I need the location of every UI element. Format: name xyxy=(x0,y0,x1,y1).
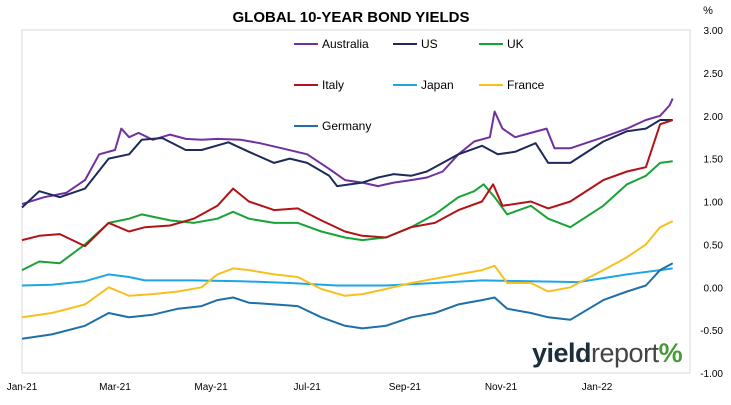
logo-percent-icon: % xyxy=(658,338,683,368)
legend-label-australia: Australia xyxy=(322,37,369,51)
series-line-germany xyxy=(21,262,674,340)
x-tick-label: Mar-21 xyxy=(99,382,131,393)
legend-label-italy: Italy xyxy=(322,78,344,92)
series-line-italy xyxy=(21,119,674,248)
series-line-australia xyxy=(21,98,674,206)
logo-report-text: report xyxy=(591,338,659,368)
series-line-uk xyxy=(21,160,673,271)
y-tick-label: 2.50 xyxy=(704,69,724,80)
chart-title: GLOBAL 10-YEAR BOND YIELDS xyxy=(233,9,470,26)
y-tick-label: 1.00 xyxy=(704,198,724,209)
x-tick-label: Sep-21 xyxy=(389,382,422,393)
logo-yield-text: yield xyxy=(532,338,592,368)
y-tick-label: -1.00 xyxy=(700,369,723,380)
series-layer xyxy=(21,98,674,340)
x-tick-label: Jan-22 xyxy=(582,382,613,393)
legend-label-us: US xyxy=(421,37,438,51)
legend-label-uk: UK xyxy=(507,37,524,51)
y-tick-label: 1.50 xyxy=(704,155,724,166)
series-line-france xyxy=(21,220,674,319)
yieldreport-logo: yieldreport% xyxy=(532,338,683,368)
series-line-us xyxy=(21,119,673,209)
y-axis: 3.00 2.50 2.00 1.50 1.00 0.50 0.00 -0.50 -1.00 xyxy=(700,26,723,380)
y-tick-label: 3.00 xyxy=(704,26,724,37)
x-axis: Jan-21 Mar-21 May-21 Jul-21 Sep-21 Nov-21 Jan-… xyxy=(7,382,613,393)
y-tick-label: 0.00 xyxy=(704,283,724,294)
legend-label-france: France xyxy=(507,78,545,92)
plot-area-frame xyxy=(21,29,691,374)
y-tick-label: 2.00 xyxy=(704,112,724,123)
legend: Australia US UK Italy Japan France Germany xyxy=(294,37,545,133)
legend-label-japan: Japan xyxy=(421,78,454,92)
legend-label-germany: Germany xyxy=(322,119,371,133)
x-tick-label: Jan-21 xyxy=(7,382,38,393)
y-axis-unit-label: % xyxy=(703,5,713,17)
x-tick-label: Jul-21 xyxy=(294,382,322,393)
y-tick-label: 0.50 xyxy=(704,240,724,251)
y-tick-label: -0.50 xyxy=(700,326,723,337)
x-tick-label: May-21 xyxy=(194,382,228,393)
series-line-japan xyxy=(21,267,673,287)
x-tick-label: Nov-21 xyxy=(485,382,518,393)
